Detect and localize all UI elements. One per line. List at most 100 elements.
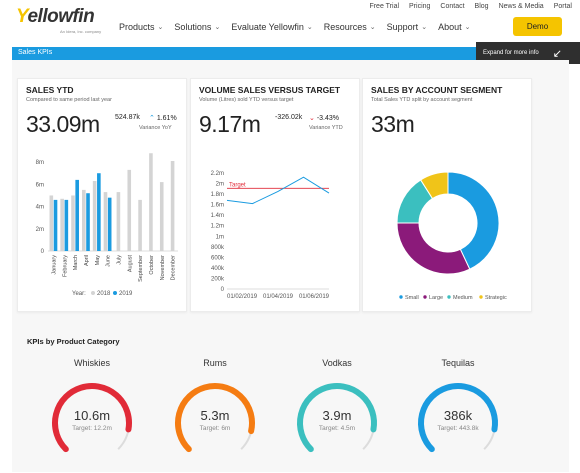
x-tick-label: October [149, 255, 155, 275]
volume-value: 9.17m [199, 111, 261, 137]
gauge-progress [52, 383, 132, 453]
y-tick-label: 1.4m [211, 213, 224, 219]
yellowfin-logo[interactable]: Yellowfin An Idera, Inc. company [12, 4, 102, 34]
bar-2018 [127, 169, 132, 251]
gauge-whiskies: Whiskies 10.6m Target: 12.2m [42, 355, 142, 472]
gauge-value: 386k [443, 408, 473, 423]
sales-ytd-value: 33.09m [26, 111, 100, 137]
y-tick-label: 1.8m [211, 192, 224, 198]
legend-swatch-medium [447, 295, 451, 299]
x-tick-label: April [84, 255, 90, 266]
y-tick-label: 400k [211, 266, 225, 272]
nav-support[interactable]: Support ⌄ [386, 22, 428, 32]
x-tick-label: 01/04/2019 [263, 294, 294, 300]
gauge-name: Whiskies [73, 358, 110, 368]
y-tick-label: 1.2m [211, 224, 224, 230]
top-bar: Yellowfin An Idera, Inc. company Free Tr… [0, 0, 580, 46]
card-title: SALES YTD [26, 85, 74, 95]
y-tick-label: 200k [211, 276, 225, 282]
arrow-down-icon: ⌄ [309, 115, 315, 122]
bar-2018 [71, 195, 75, 251]
bar-2019 [107, 197, 112, 251]
gauge-name: Rums [203, 358, 227, 368]
sales-ytd-delta: 524.87k [115, 114, 140, 121]
util-link-pricing[interactable]: Pricing [409, 3, 431, 10]
legend-label-small: Small [405, 295, 419, 301]
y-tick-label: 2m [216, 182, 224, 188]
segment-value: 33m [371, 111, 415, 137]
utility-links: Free Trial Pricing Contact Blog News & M… [369, 3, 572, 10]
donut-slice-large [396, 222, 471, 275]
card-title: VOLUME SALES VERSUS TARGET [199, 85, 341, 95]
util-link-news-media[interactable]: News & Media [498, 3, 544, 10]
nav-evaluate[interactable]: Evaluate Yellowfin ⌄ [231, 22, 313, 32]
card-subtitle: Compared to same period last year [26, 97, 112, 103]
legend-swatch-small [399, 295, 403, 299]
gauge-name: Tequilas [441, 358, 475, 368]
y-tick-label: 600k [211, 255, 225, 261]
donut-slice-strategic [419, 171, 449, 200]
gauge-ring [175, 383, 255, 453]
util-link-free-trial[interactable]: Free Trial [369, 3, 400, 10]
gauge-target: Target: 443.8k [437, 425, 479, 432]
arrow-up-icon: ⌃ [149, 115, 155, 122]
legend-label-strategic: Strategic [485, 295, 507, 301]
gauge-value: 10.6m [73, 408, 111, 423]
sales-ytd-pct: ⌃ 1.61% [149, 115, 177, 122]
nav-about[interactable]: About ⌄ [438, 22, 471, 32]
x-tick-label: May [95, 255, 101, 266]
nav-products[interactable]: Products ⌄ [119, 22, 164, 32]
legend-swatch-2019 [113, 291, 117, 295]
nav-solutions[interactable]: Solutions ⌄ [174, 22, 221, 32]
bar-2018 [82, 189, 86, 251]
chevron-down-icon: ⌄ [421, 24, 428, 31]
bar-2018 [60, 198, 64, 251]
bar-2019 [97, 173, 101, 251]
segment-card: SALES BY ACCOUNT SEGMENT Total Sales YTD… [362, 78, 532, 312]
dashboard-content: SALES YTD Compared to same period last y… [12, 60, 569, 472]
y-tick-label: 4m [36, 205, 44, 211]
y-tick-label: 2.2m [211, 171, 224, 177]
gauge-value: 3.9m [322, 408, 352, 423]
util-link-portal[interactable]: Portal [553, 3, 572, 10]
bar-2018 [49, 195, 54, 251]
gauge-ring [418, 383, 498, 453]
y-tick-label: 800k [211, 245, 225, 251]
y-tick-label: 1.6m [211, 203, 224, 209]
banner-title: Sales KPIs [18, 49, 53, 56]
bar-2018 [149, 153, 153, 251]
y-tick-label: 0 [221, 287, 225, 293]
x-tick-label: November [160, 255, 166, 281]
gauge-ring [297, 383, 377, 453]
legend-label-2019: 2019 [119, 291, 133, 297]
bar-2018 [159, 182, 164, 251]
gauge-value: 5.3m [200, 408, 230, 423]
volume-card: VOLUME SALES VERSUS TARGET Volume (Litre… [190, 78, 360, 312]
x-tick-label: 01/06/2019 [299, 294, 330, 300]
gauge-progress [175, 383, 255, 453]
y-tick-label: 8m [36, 160, 44, 166]
expand-info-button[interactable]: Expand for more info ↙ [476, 42, 580, 64]
gauge-target: Target: 4.5m [318, 425, 356, 432]
x-tick-label: August [127, 255, 133, 273]
volume-line-chart: 0 200k 400k 600k 800k 1m 1.2m 1.4m 1.6m 1.8m 2m 2.2… [211, 171, 330, 300]
demo-button[interactable]: Demo [513, 17, 562, 36]
gauge-progress [297, 383, 377, 453]
bar-2018 [170, 161, 175, 251]
nav-resources[interactable]: Resources ⌄ [323, 22, 376, 32]
y-tick-label: 6m [36, 182, 44, 188]
logo-subtitle: An Idera, Inc. company [60, 29, 102, 34]
x-tick-label: July [116, 255, 122, 265]
util-link-contact[interactable]: Contact [440, 3, 465, 10]
y-tick-label: 1m [216, 234, 224, 240]
sales-ytd-card: SALES YTD Compared to same period last y… [17, 78, 187, 312]
bar-2018 [138, 199, 142, 251]
chevron-down-icon: ⌄ [464, 24, 471, 31]
chevron-down-icon: ⌄ [157, 24, 164, 31]
legend-title: Year: [72, 291, 86, 297]
util-link-blog[interactable]: Blog [474, 3, 489, 10]
sales-bar-chart: 0 2m 4m 6m 8m January February March April May Jun… [36, 153, 178, 297]
volume-delta: -326.02k [275, 114, 303, 121]
gauge-progress [418, 383, 498, 453]
y-tick-label: 2m [36, 227, 44, 233]
